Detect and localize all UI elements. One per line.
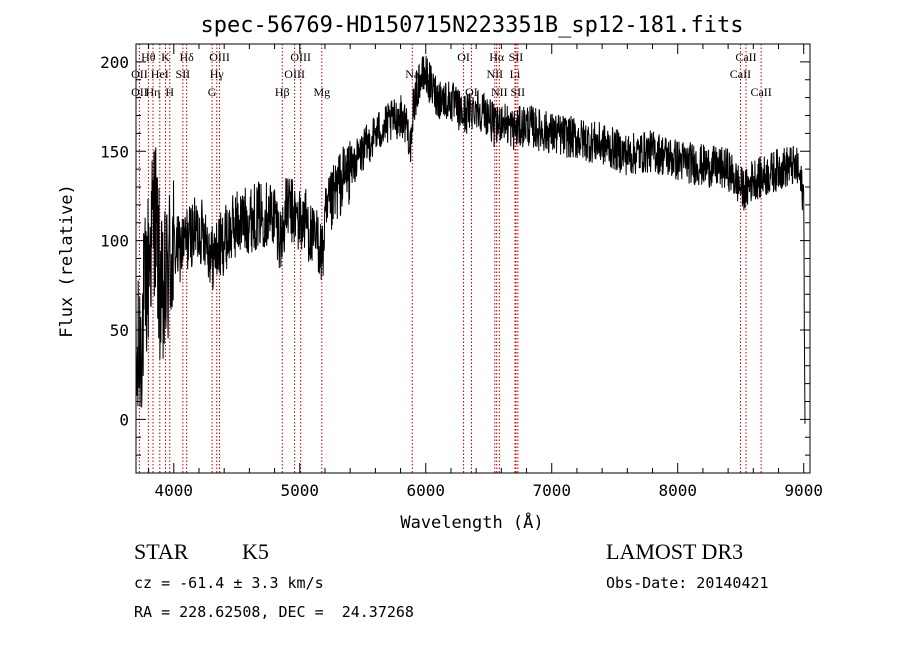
subclass: K5 xyxy=(242,539,269,564)
spectral-line-label: Na xyxy=(405,67,420,81)
spectral-line-label: CaII xyxy=(750,85,771,99)
spectral-line-label: OI xyxy=(465,85,478,99)
x-tick-label: 7000 xyxy=(532,481,571,500)
spectral-line-label: G xyxy=(208,85,217,99)
x-tick-label: 6000 xyxy=(406,481,445,500)
spectral-line-label: OI xyxy=(457,50,470,64)
y-tick-label: 50 xyxy=(110,321,129,340)
spectral-line-label: SII xyxy=(511,85,526,99)
plot-frame xyxy=(135,43,811,474)
spectral-line-label: SII xyxy=(176,67,191,81)
spectral-line-label: Hη xyxy=(146,85,161,99)
spectrum-line xyxy=(135,55,806,424)
spectral-line-label: CaII xyxy=(735,50,756,64)
spectral-line-label: OIII xyxy=(284,67,305,81)
spectral-line-label: HeI xyxy=(151,67,169,81)
line-labels: Hθ OII OII K HeI Hη H Hδ SII OIII Hγ G OIII OIII Hβ Mg N… xyxy=(131,50,772,99)
spectral-line-label: Hδ xyxy=(179,50,194,64)
spectral-line-label: Hα xyxy=(489,50,505,64)
spectral-line-label: Hβ xyxy=(275,85,290,99)
spectral-line-label: Hγ xyxy=(210,67,225,81)
axis-ticks: 4000 5000 6000 7000 8000 9000 0 50 100 150 200 xyxy=(100,43,823,500)
y-tick-label: 0 xyxy=(119,410,129,429)
x-tick-label: 4000 xyxy=(155,481,194,500)
spectral-line-label: OII xyxy=(131,85,148,99)
plot-area: 4000 5000 6000 7000 8000 9000 0 50 100 150 200 Hθ OI… xyxy=(100,43,823,500)
spectral-line-label: SII xyxy=(509,50,524,64)
y-tick-label: 200 xyxy=(100,53,129,72)
x-tick-label: 5000 xyxy=(281,481,320,500)
spectral-line-label: OIII xyxy=(209,50,230,64)
spectral-line-label: H xyxy=(165,85,174,99)
x-axis-label: Wavelength (Å) xyxy=(400,511,543,533)
coordinates: RA = 228.62508, DEC = 24.37268 xyxy=(134,603,414,621)
spectral-line-label: K xyxy=(161,50,170,64)
chart-title: spec-56769-HD150715N223351B_sp12-181.fit… xyxy=(200,13,743,38)
survey-name: LAMOST DR3 xyxy=(606,539,744,564)
spectral-line-label: Li xyxy=(510,67,521,81)
obs-date: Obs-Date: 20140421 xyxy=(606,574,769,592)
y-tick-label: 100 xyxy=(100,232,129,251)
redshift-readout: cz = -61.4 ± 3.3 km/s xyxy=(134,574,324,592)
spectral-line-label: OIII xyxy=(290,50,311,64)
spectral-line-label: CaII xyxy=(730,67,751,81)
y-axis-label: Flux (relative) xyxy=(57,184,77,338)
spectral-line-label: NII xyxy=(491,85,508,99)
spectral-line-label: OII xyxy=(131,67,148,81)
y-tick-label: 150 xyxy=(100,142,129,161)
x-tick-label: 9000 xyxy=(784,481,823,500)
object-class: STAR xyxy=(134,539,189,564)
spectral-line-label: NII xyxy=(486,67,503,81)
x-tick-label: 8000 xyxy=(658,481,697,500)
spectral-line-label: Mg xyxy=(313,85,330,99)
spectral-line-label: Hθ xyxy=(141,50,156,64)
